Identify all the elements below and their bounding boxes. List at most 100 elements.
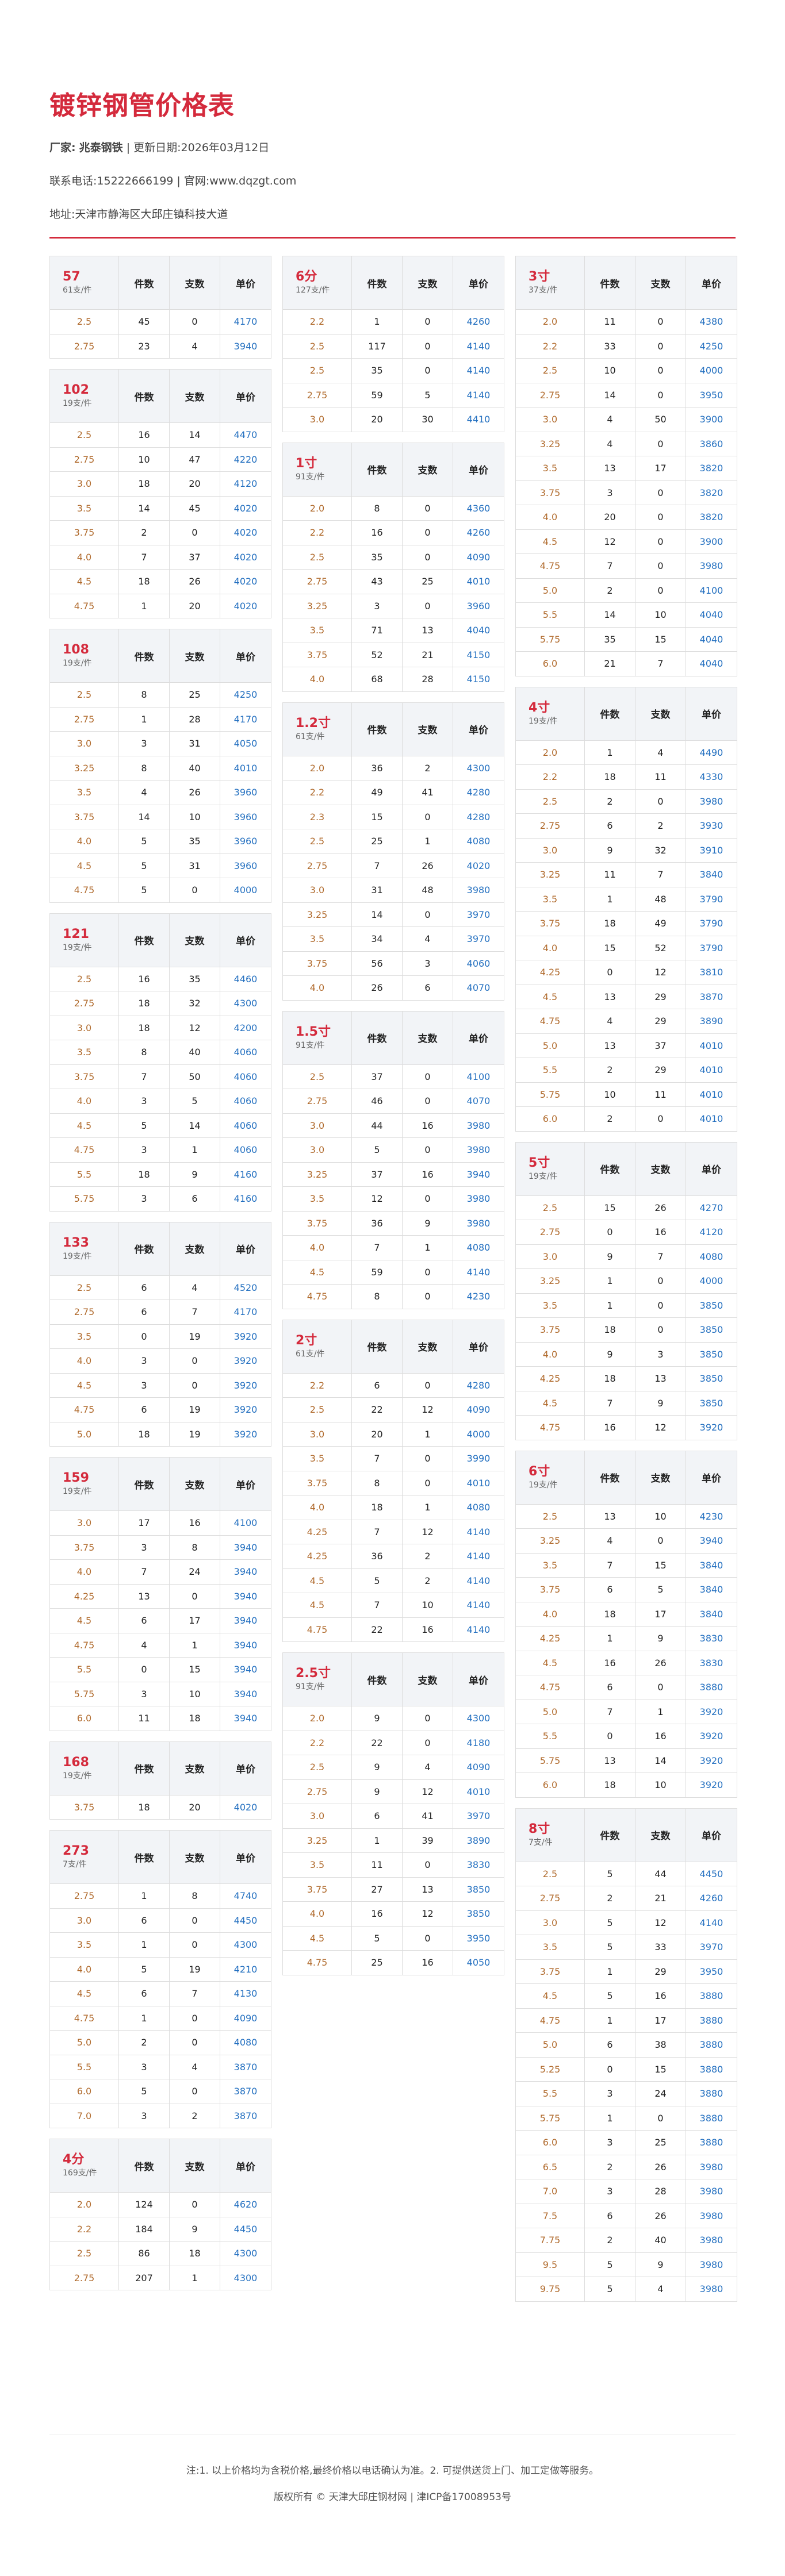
thickness-cell: 4.5 (515, 1390, 585, 1416)
table-row: 4.5 3 0 3920 (49, 1372, 271, 1398)
thickness-cell: 2.75 (282, 382, 352, 407)
thickness-cell: 2.5 (49, 682, 119, 708)
qty-cell: 21 (584, 651, 635, 676)
thickness-cell: 3.5 (282, 926, 352, 952)
qty-cell: 5 (584, 1935, 635, 1960)
price-cell: 4050 (453, 1950, 504, 1975)
table-header-row: 1寸 91支/件 件数 支数 单价 (282, 442, 504, 497)
qty-cell: 27 (351, 1877, 403, 1902)
table-row: 2.5 45 0 4170 (49, 309, 271, 335)
qty-cell: 6 (584, 1577, 635, 1602)
qty-cell: 22 (351, 1730, 403, 1755)
price-cell: 4040 (686, 602, 737, 628)
qty-cell: 9 (584, 1341, 635, 1367)
price-cell: 3920 (220, 1421, 271, 1447)
price-cell: 4010 (453, 1779, 504, 1804)
price-cell: 4140 (453, 1259, 504, 1285)
table-row: 2.2 6 0 4280 (282, 1372, 504, 1398)
thickness-cell: 4.75 (49, 1632, 119, 1658)
pcs-cell: 48 (635, 886, 686, 912)
price-cell: 4070 (453, 1089, 504, 1114)
price-cell: 3790 (686, 935, 737, 960)
pcs-cell: 0 (635, 1528, 686, 1554)
thickness-cell: 4.75 (49, 2005, 119, 2031)
price-cell: 4080 (453, 1235, 504, 1260)
qty-cell: 3 (118, 1372, 170, 1398)
qty-cell: 1 (584, 2008, 635, 2033)
price-header: 单价 (220, 1221, 271, 1276)
qty-cell: 6 (118, 1608, 170, 1633)
price-cell: 4010 (453, 1470, 504, 1495)
price-header: 单价 (686, 1141, 737, 1196)
thickness-cell: 4.5 (49, 853, 119, 878)
qty-cell: 0 (584, 1724, 635, 1749)
price-cell: 4080 (453, 829, 504, 854)
price-cell: 4130 (220, 1981, 271, 2006)
qty-cell: 1 (351, 1828, 403, 1853)
thickness-cell: 5.0 (515, 578, 585, 603)
pcs-cell: 26 (402, 853, 453, 878)
price-cell: 3950 (686, 382, 737, 407)
pcs-cell: 26 (635, 2203, 686, 2228)
pcs-cell: 0 (169, 878, 220, 903)
table-row: 5.75 3 6 4160 (49, 1186, 271, 1212)
price-cell: 3810 (686, 960, 737, 985)
thickness-cell: 2.0 (515, 309, 585, 335)
thickness-cell: 4.75 (282, 1617, 352, 1642)
table-row: 2.2 184 9 4450 (49, 2216, 271, 2241)
thickness-cell: 3.25 (282, 1828, 352, 1853)
price-table: 1寸 91支/件 件数 支数 单价 2.0 8 0 4360 2.2 16 0 4260 2.5 35 0 40… (282, 442, 504, 692)
pcs-cell: 19 (169, 1421, 220, 1447)
thickness-cell: 3.0 (282, 878, 352, 903)
thickness-cell: 3.0 (282, 1804, 352, 1829)
qty-cell: 1 (584, 1626, 635, 1651)
thickness-cell: 4.5 (515, 529, 585, 554)
thickness-cell: 4.5 (515, 984, 585, 1009)
pcs-cell: 0 (169, 1372, 220, 1398)
qty-cell: 9 (584, 1244, 635, 1269)
pcs-cell: 15 (635, 1552, 686, 1578)
price-cell: 4000 (220, 878, 271, 903)
thickness-cell: 3.25 (515, 1268, 585, 1294)
price-cell: 4170 (220, 309, 271, 335)
table-row: 4.75 6 0 3880 (515, 1675, 737, 1700)
price-cell: 4140 (453, 333, 504, 359)
thickness-cell: 3.5 (49, 1324, 119, 1349)
thickness-cell: 3.75 (515, 1959, 585, 1984)
price-cell: 4210 (220, 1956, 271, 1982)
thickness-cell: 2.5 (515, 789, 585, 814)
table-row: 3.25 3 0 3960 (282, 593, 504, 618)
thickness-cell: 4.5 (282, 1593, 352, 1618)
price-cell: 4080 (453, 1495, 504, 1520)
thickness-cell: 3.0 (49, 731, 119, 756)
table-header-row: 273 7支/件 件数 支数 单价 (49, 1830, 271, 1884)
table-row: 3.75 1 29 3950 (515, 1959, 737, 1984)
price-cell: 3890 (453, 1828, 504, 1853)
table-row: 3.0 20 1 4000 (282, 1421, 504, 1447)
price-cell: 3940 (220, 1657, 271, 1682)
qty-cell: 6 (118, 1275, 170, 1300)
price-cell: 4360 (453, 495, 504, 521)
thickness-cell: 3.75 (515, 1317, 585, 1343)
price-header: 单价 (686, 1450, 737, 1505)
table-row: 2.0 11 0 4380 (515, 309, 737, 335)
price-cell: 3840 (686, 1601, 737, 1627)
table-row: 2.2 33 0 4250 (515, 333, 737, 359)
thickness-cell: 3.75 (282, 1210, 352, 1236)
pcs-cell: 12 (402, 1779, 453, 1804)
price-cell: 4060 (220, 1089, 271, 1114)
table-row: 5.0 2 0 4080 (49, 2030, 271, 2055)
address-line: 地址:天津市静海区大邱庄镇科技大道 (49, 208, 228, 221)
pcs-cell: 0 (402, 1730, 453, 1755)
qty-cell: 8 (118, 682, 170, 708)
pcs-cell: 8 (169, 1883, 220, 1909)
pcs-cell: 45 (169, 495, 220, 521)
table-row: 4.5 18 26 4020 (49, 569, 271, 594)
pcs-cell: 28 (169, 706, 220, 732)
pcs-cell: 32 (169, 991, 220, 1016)
table-row: 2.75 7 26 4020 (282, 853, 504, 878)
thickness-cell: 3.75 (49, 520, 119, 545)
pieces-per-bundle: 19支/件 (529, 716, 558, 726)
thickness-cell: 4.0 (515, 935, 585, 960)
table-row: 3.75 18 49 3790 (515, 911, 737, 936)
